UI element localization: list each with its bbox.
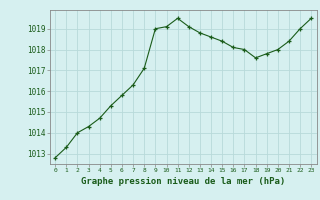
X-axis label: Graphe pression niveau de la mer (hPa): Graphe pression niveau de la mer (hPa) [81, 177, 285, 186]
